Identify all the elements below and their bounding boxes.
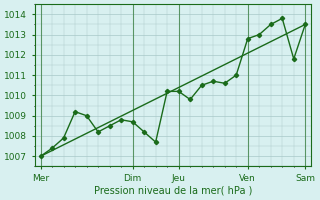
X-axis label: Pression niveau de la mer( hPa ): Pression niveau de la mer( hPa ) xyxy=(94,186,252,196)
